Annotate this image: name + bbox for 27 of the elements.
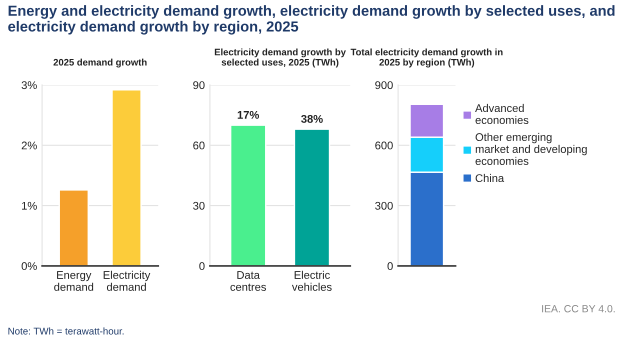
- y-tick-label: 900: [375, 81, 393, 90]
- legend-label: Advanced economies: [475, 104, 528, 124]
- legend-label: Other emerging market and developing economies: [476, 132, 587, 165]
- x-tick-label: Energy demand: [54, 271, 94, 291]
- y-tick-label: 90: [193, 81, 205, 90]
- y-tick-label: 0: [199, 262, 205, 270]
- y-tick-label: 60: [193, 142, 205, 150]
- y-tick-label: 1%: [22, 202, 37, 210]
- chart-title: Total electricity demand growth in 2025 by region (TWh): [350, 48, 503, 68]
- y-tick-label: 2%: [22, 142, 37, 150]
- x-tick-label: Electric vehicles: [292, 270, 332, 291]
- x-tick-label: Electricity demand: [104, 270, 150, 291]
- y-tick-label: 600: [375, 142, 393, 150]
- x-tick-label: Data centres: [230, 271, 266, 291]
- annotation: 38%: [301, 114, 323, 123]
- chart-title: 2025 demand growth: [54, 58, 147, 68]
- annotation: 17%: [238, 110, 260, 119]
- chart-title: Electricity demand growth by selected uses, 2025 (TWh): [214, 48, 346, 68]
- text: Note: TWh = terawatt-hour.: [8, 327, 124, 335]
- text: Energy and electricity demand growth, electricity demand growth by selected uses, and electricity demand growth by region, 2025: [8, 5, 615, 35]
- text: IEA. CC BY 4.0.: [542, 305, 615, 312]
- y-tick-label: 30: [193, 202, 205, 210]
- y-tick-label: 0%: [22, 262, 37, 270]
- legend-label: China: [476, 174, 504, 182]
- y-tick-label: 0: [388, 262, 393, 270]
- y-tick-label: 3%: [22, 81, 37, 90]
- y-tick-label: 300: [375, 202, 393, 210]
